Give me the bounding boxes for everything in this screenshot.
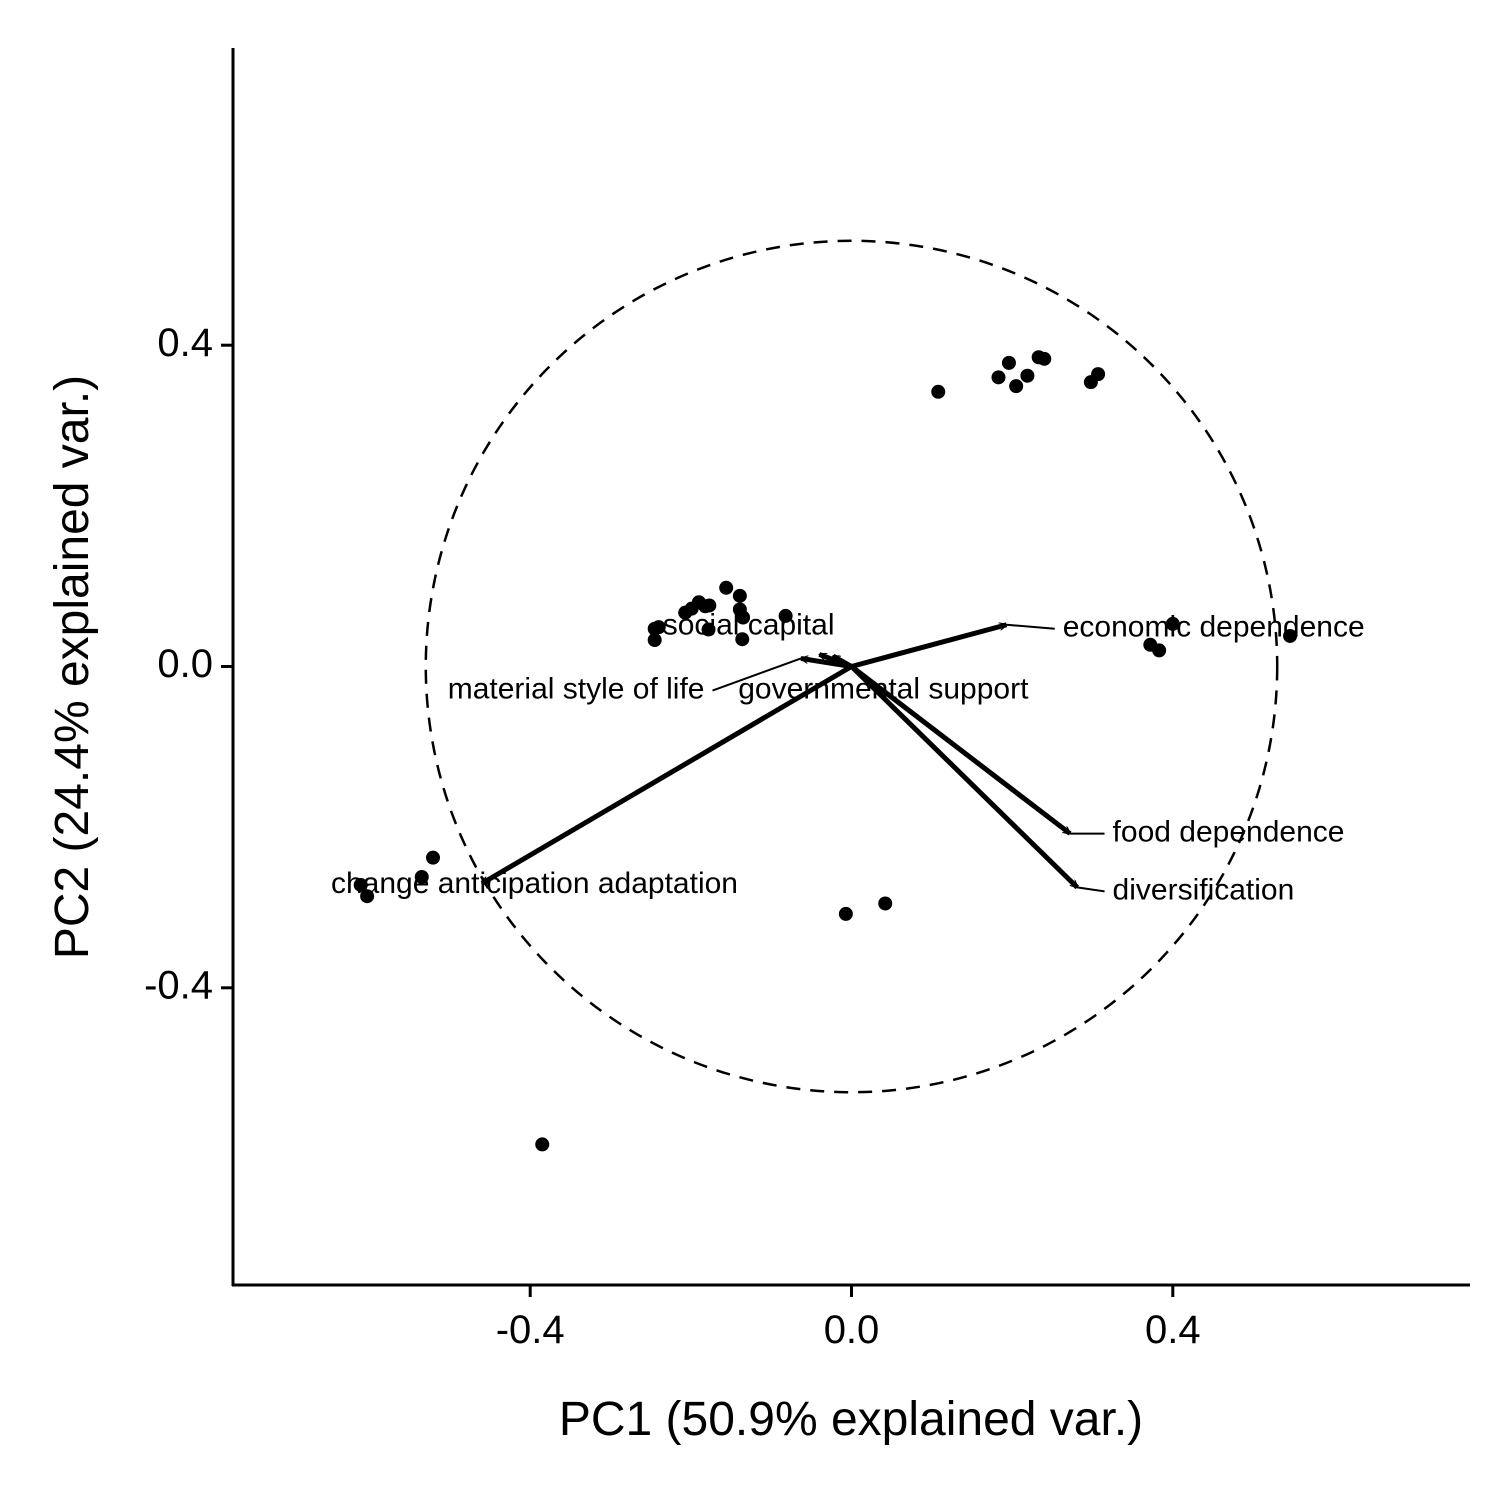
data-point	[701, 622, 716, 637]
data-point	[1037, 351, 1052, 366]
data-point	[735, 632, 750, 647]
data-point	[647, 632, 662, 647]
data-point	[414, 869, 429, 884]
axes: -0.4 0.0 0.4 -0.4 0.0 0.4	[144, 48, 1470, 1352]
x-tick-label: 0.4	[1145, 1308, 1201, 1352]
data-point	[1009, 379, 1024, 394]
data-point	[719, 580, 734, 595]
data-point	[736, 610, 751, 625]
loading-arrow	[849, 664, 1079, 890]
y-tick-label: 0.4	[157, 321, 213, 365]
data-point	[778, 608, 793, 623]
variable-label: economic dependence	[1063, 611, 1365, 644]
loading-arrow	[833, 653, 853, 669]
x-tick-label: 0.0	[824, 1308, 880, 1352]
data-point	[838, 906, 853, 921]
variable-label: food dependence	[1113, 815, 1345, 848]
plot-area: social capital material style of life gove…	[331, 239, 1365, 1152]
variable-label: change anticipation adaptation	[331, 867, 738, 900]
correlation-circle	[424, 239, 1279, 1094]
data-point	[702, 598, 717, 613]
data-point	[535, 1137, 550, 1152]
data-point	[360, 889, 375, 904]
data-point	[1091, 367, 1106, 382]
label-leader-line	[1006, 623, 1055, 630]
data-point	[732, 588, 747, 603]
variable-label: material style of life	[448, 673, 705, 706]
data-point	[931, 384, 946, 399]
data-point	[1152, 643, 1167, 658]
variable-label: diversification	[1113, 873, 1295, 906]
loading-arrow	[850, 625, 1007, 669]
data-point	[1165, 616, 1180, 631]
y-tick-label: 0.0	[157, 642, 213, 686]
data-point	[651, 620, 666, 635]
data-point	[1001, 355, 1016, 370]
data-point	[1020, 368, 1035, 383]
data-point	[426, 850, 441, 865]
variable-label: governmental support	[738, 673, 1029, 706]
data-point	[878, 896, 893, 911]
loading-arrow	[849, 664, 1070, 836]
loading-arrow	[801, 658, 852, 669]
data-point	[1283, 628, 1298, 643]
y-axis-title: PC2 (24.4% explained var.)	[46, 375, 99, 959]
loading-arrow	[482, 664, 853, 886]
data-point	[991, 370, 1006, 385]
x-tick-label: -0.4	[496, 1308, 565, 1352]
label-leader-line	[1077, 886, 1105, 893]
variable-label: social capital	[663, 608, 835, 641]
data-point	[353, 877, 368, 892]
y-tick-label: -0.4	[144, 963, 213, 1007]
label-leader-line	[712, 657, 802, 692]
x-axis-title: PC1 (50.9% explained var.)	[559, 1393, 1143, 1446]
